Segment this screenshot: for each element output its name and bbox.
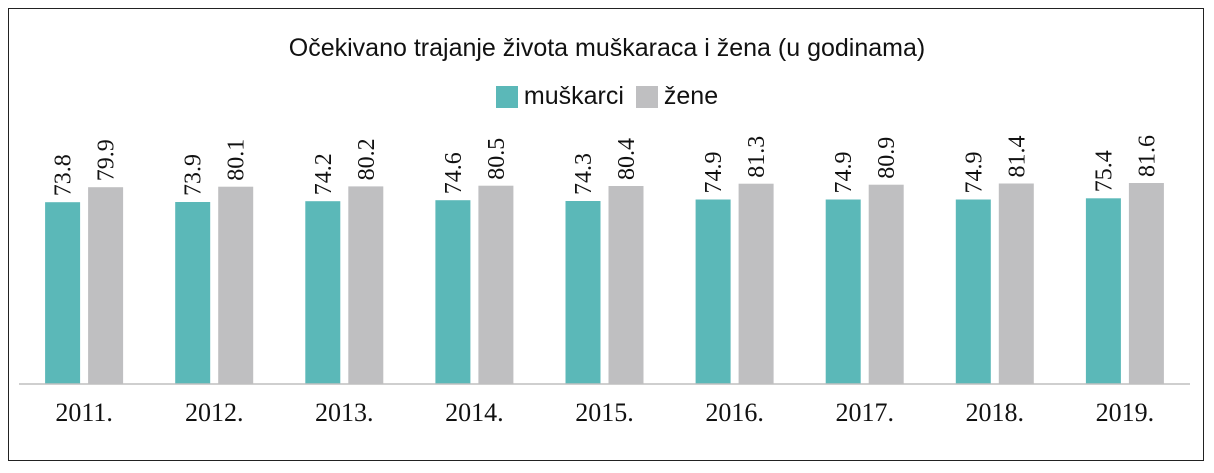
- bar-zene-2015: [608, 186, 644, 384]
- data-label-zene-2012: 80.1: [224, 139, 250, 181]
- bar-zene-2017: [868, 184, 904, 384]
- bar-muskarci-2014: [435, 200, 471, 384]
- bar-muskarci-2012: [175, 202, 211, 384]
- data-label-zene-2014: 80.5: [484, 138, 510, 180]
- data-label-zene-2019: 81.6: [1134, 135, 1160, 177]
- bar-zene-2011: [88, 187, 124, 384]
- data-label-muskarci-2013: 74.2: [311, 153, 337, 195]
- legend-swatch-muskarci: [495, 85, 518, 108]
- x-tick-label-2011: 2011.: [55, 398, 113, 427]
- x-tick-label-2016: 2016.: [705, 398, 764, 427]
- data-label-zene-2016: 81.3: [744, 136, 770, 178]
- bar-muskarci-2018: [955, 199, 991, 384]
- x-tick-label-2015: 2015.: [575, 398, 634, 427]
- bar-zene-2012: [218, 186, 254, 384]
- bar-zene-2013: [348, 186, 384, 384]
- bar-zene-2019: [1128, 183, 1164, 384]
- x-tick-label-2012: 2012.: [185, 398, 244, 427]
- bar-muskarci-2011: [45, 202, 81, 384]
- x-tick-label-2018: 2018.: [966, 398, 1025, 427]
- bar-muskarci-2015: [565, 201, 601, 384]
- x-tick-label-2013: 2013.: [315, 398, 374, 427]
- data-label-zene-2018: 81.4: [1004, 136, 1030, 178]
- bar-muskarci-2013: [305, 201, 341, 384]
- data-label-muskarci-2016: 74.9: [701, 152, 727, 194]
- legend-swatch-zene: [635, 85, 658, 108]
- bar-zene-2016: [738, 183, 774, 384]
- data-label-zene-2013: 80.2: [354, 138, 380, 180]
- bar-muskarci-2016: [695, 199, 731, 384]
- data-label-muskarci-2019: 75.4: [1091, 150, 1117, 192]
- data-label-muskarci-2011: 73.8: [51, 154, 77, 196]
- bar-zene-2014: [478, 185, 514, 384]
- x-tick-label-2014: 2014.: [445, 398, 504, 427]
- legend-item-series-1: žene: [635, 82, 719, 111]
- data-label-zene-2011: 79.9: [94, 139, 120, 181]
- chart-title: Očekivano trajanje života muškaraca i že…: [288, 34, 926, 62]
- bar-muskarci-2017: [825, 199, 861, 384]
- x-tick-label-2017: 2017.: [835, 398, 894, 427]
- data-label-zene-2017: 80.9: [874, 137, 900, 179]
- legend-label-zene: žene: [663, 82, 719, 110]
- chart-legend: muškarci žene: [0, 82, 1214, 111]
- data-label-muskarci-2014: 74.6: [441, 152, 467, 194]
- data-label-muskarci-2012: 73.9: [181, 154, 207, 196]
- legend-item-series-0: muškarci: [495, 82, 624, 111]
- data-label-muskarci-2015: 74.3: [571, 153, 597, 195]
- bar-zene-2018: [998, 183, 1034, 384]
- data-label-muskarci-2018: 74.9: [961, 152, 987, 194]
- bar-muskarci-2019: [1085, 198, 1121, 384]
- data-label-zene-2015: 80.4: [614, 138, 640, 180]
- data-label-muskarci-2017: 74.9: [831, 152, 857, 194]
- x-tick-label-2019: 2019.: [1096, 398, 1155, 427]
- legend-label-muskarci: muškarci: [523, 82, 624, 110]
